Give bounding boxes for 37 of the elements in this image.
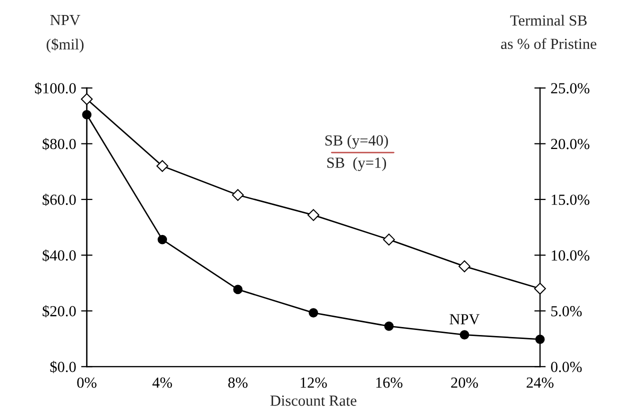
y-tick-label: $20.0 — [42, 305, 76, 318]
point — [458, 260, 470, 272]
point — [233, 284, 243, 294]
point — [534, 282, 546, 295]
x-axis-title: Discount Rate — [270, 396, 356, 406]
annotation: SB (y=1) — [327, 157, 386, 172]
point — [308, 308, 318, 318]
y-axis-title: NPV ($mil) — [46, 15, 84, 53]
y2-tick-label: 5.0% — [551, 306, 582, 316]
y2-tick-label: 15.0% — [552, 194, 590, 205]
point — [232, 189, 244, 201]
point — [80, 93, 93, 106]
x-tick-label: 4% — [152, 377, 172, 388]
y-tick-label: $60.0 — [42, 194, 76, 206]
x-tick-label: 20% — [451, 377, 478, 388]
x-tick-label: 8% — [228, 377, 248, 388]
annotation: SB (y=40) — [325, 134, 388, 149]
y2-tick-label: 20.0% — [551, 138, 590, 150]
point — [383, 234, 395, 246]
x-tick-label: 16% — [376, 377, 402, 388]
y2-tick-label: 25.0% — [551, 83, 590, 94]
y-tick-label: $100.0 — [35, 82, 76, 94]
y-tick-label: $0.0 — [50, 360, 76, 374]
series-label: NPV — [450, 314, 480, 324]
point — [384, 322, 394, 331]
y2-tick-label: 10.0% — [552, 250, 590, 261]
x-tick-label: 24% — [526, 377, 554, 388]
point — [307, 209, 320, 221]
point — [156, 160, 168, 172]
x-tick-label: 0% — [77, 377, 96, 388]
point — [460, 330, 470, 340]
x-tick-label: 12% — [300, 377, 327, 388]
y-tick-label: $80.0 — [42, 138, 76, 150]
y-tick-label: $40.0 — [42, 249, 76, 262]
y2-tick-label: 0.0% — [551, 362, 582, 372]
y2-axis-title: Terminal SB as % of Pristine — [501, 14, 596, 50]
point — [158, 234, 168, 244]
